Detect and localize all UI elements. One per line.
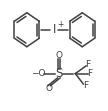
Text: O: O bbox=[46, 84, 53, 93]
Text: O: O bbox=[55, 51, 62, 60]
Text: I: I bbox=[53, 23, 56, 36]
Text: S: S bbox=[55, 67, 63, 80]
Text: −O: −O bbox=[31, 68, 45, 78]
Text: F: F bbox=[83, 81, 88, 90]
Text: F: F bbox=[86, 60, 91, 69]
Text: +: + bbox=[57, 20, 64, 29]
Text: F: F bbox=[87, 69, 92, 78]
